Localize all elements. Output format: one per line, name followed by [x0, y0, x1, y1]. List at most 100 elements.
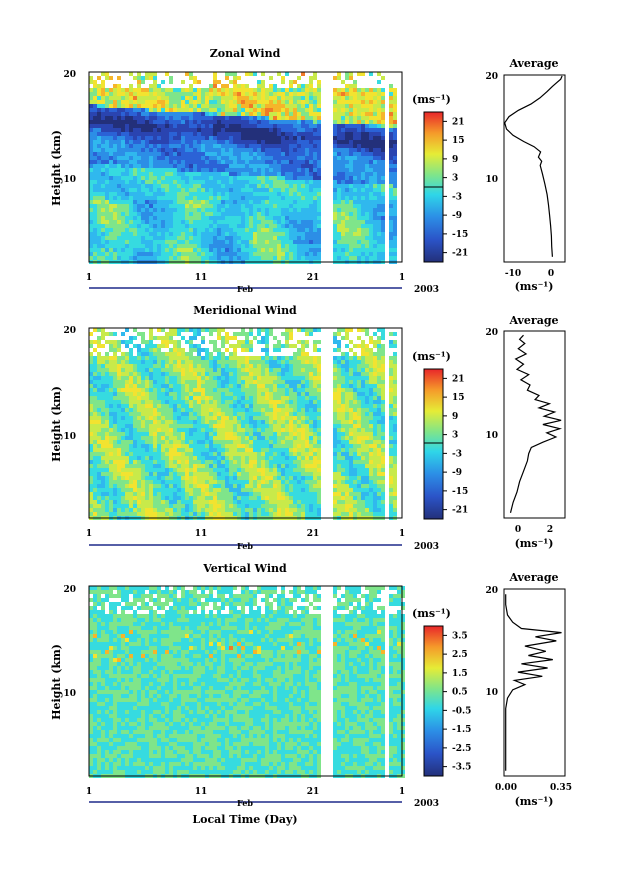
- heatmap-cell: [257, 368, 261, 372]
- heatmap-cell: [273, 384, 277, 388]
- heatmap-cell: [109, 364, 113, 368]
- heatmap-cell: [233, 248, 237, 252]
- heatmap-cell: [241, 160, 245, 164]
- heatmap-cell: [233, 388, 237, 392]
- heatmap-cell: [309, 244, 313, 248]
- heatmap-cell: [125, 172, 129, 176]
- heatmap-cell: [305, 416, 309, 420]
- heatmap-cell: [313, 220, 317, 224]
- heatmap-cell: [285, 188, 289, 192]
- heatmap-cell: [237, 408, 241, 412]
- heatmap-cell: [349, 248, 353, 252]
- heatmap-cell: [129, 428, 133, 432]
- heatmap-cell: [393, 196, 397, 200]
- heatmap-cell: [225, 220, 229, 224]
- heatmap-cell: [169, 244, 173, 248]
- heatmap-cell: [301, 348, 305, 352]
- heatmap-cell: [93, 192, 97, 196]
- heatmap-cell: [261, 92, 265, 96]
- heatmap-cell: [93, 80, 97, 84]
- heatmap-cell: [297, 380, 301, 384]
- heatmap-cell: [173, 172, 177, 176]
- heatmap-cell: [297, 212, 301, 216]
- heatmap-cell: [125, 328, 129, 332]
- heatmap-cell: [145, 72, 149, 76]
- heatmap-cell: [229, 92, 233, 96]
- heatmap-cell: [349, 132, 353, 136]
- heatmap-cell: [365, 368, 369, 372]
- heatmap-cell: [209, 236, 213, 240]
- heatmap-cell: [205, 192, 209, 196]
- heatmap-cell: [93, 348, 97, 352]
- heatmap-cell: [145, 184, 149, 188]
- heatmap-cell: [157, 392, 161, 396]
- heatmap-cell: [381, 188, 385, 192]
- heatmap-cell: [145, 376, 149, 380]
- heatmap-cell: [305, 188, 309, 192]
- heatmap-cell: [121, 212, 125, 216]
- heatmap-cell: [353, 396, 357, 400]
- heatmap-cell: [373, 332, 377, 336]
- heatmap-cell: [297, 256, 301, 260]
- heatmap-cell: [185, 232, 189, 236]
- heatmap-cell: [225, 88, 229, 92]
- heatmap-cell: [145, 400, 149, 404]
- heatmap-cell: [173, 156, 177, 160]
- heatmap-cell: [333, 108, 337, 112]
- heatmap-cell: [181, 412, 185, 416]
- heatmap-cell: [309, 168, 313, 172]
- heatmap-cell: [145, 352, 149, 356]
- heatmap-cell: [141, 224, 145, 228]
- heatmap-cell: [197, 404, 201, 408]
- heatmap-cell: [89, 224, 93, 228]
- heatmap-cell: [377, 160, 381, 164]
- heatmap-cell: [393, 140, 397, 144]
- heatmap-cell: [317, 104, 321, 108]
- heatmap-cell: [285, 132, 289, 136]
- heatmap-cell: [373, 232, 377, 236]
- heatmap-cell: [353, 372, 357, 376]
- heatmap-cell: [265, 152, 269, 156]
- heatmap-cell: [149, 140, 153, 144]
- heatmap-cell: [177, 120, 181, 124]
- heatmap-cell: [153, 232, 157, 236]
- heatmap-cell: [133, 224, 137, 228]
- heatmap-cell: [373, 420, 377, 424]
- heatmap-cell: [249, 232, 253, 236]
- heatmap-cell: [305, 252, 309, 256]
- heatmap-cell: [301, 236, 305, 240]
- heatmap-cell: [313, 88, 317, 92]
- heatmap-cell: [381, 112, 385, 116]
- heatmap-cell: [333, 188, 337, 192]
- heatmap-cell: [137, 404, 141, 408]
- heatmap-cell: [189, 384, 193, 388]
- heatmap-cell: [349, 380, 353, 384]
- heatmap-cell: [293, 100, 297, 104]
- heatmap-cell: [285, 256, 289, 260]
- heatmap-cell: [117, 224, 121, 228]
- heatmap-cell: [261, 84, 265, 88]
- heatmap-cell: [301, 244, 305, 248]
- heatmap-cell: [221, 208, 225, 212]
- heatmap-cell: [209, 360, 213, 364]
- heatmap-cell: [309, 212, 313, 216]
- heatmap-cell: [89, 400, 93, 404]
- heatmap-cell: [137, 372, 141, 376]
- heatmap-cell: [113, 172, 117, 176]
- heatmap-cell: [269, 208, 273, 212]
- heatmap-cell: [205, 216, 209, 220]
- heatmap-cell: [293, 376, 297, 380]
- heatmap-cell: [97, 212, 101, 216]
- heatmap-cell: [369, 424, 373, 428]
- heatmap-cell: [345, 420, 349, 424]
- heatmap-cell: [305, 228, 309, 232]
- heatmap-cell: [181, 408, 185, 412]
- heatmap-cell: [305, 408, 309, 412]
- heatmap-cell: [137, 136, 141, 140]
- heatmap-cell: [361, 180, 365, 184]
- heatmap-cell: [181, 404, 185, 408]
- heatmap-cell: [221, 148, 225, 152]
- heatmap-cell: [365, 168, 369, 172]
- heatmap-cell: [309, 148, 313, 152]
- heatmap-cell: [145, 188, 149, 192]
